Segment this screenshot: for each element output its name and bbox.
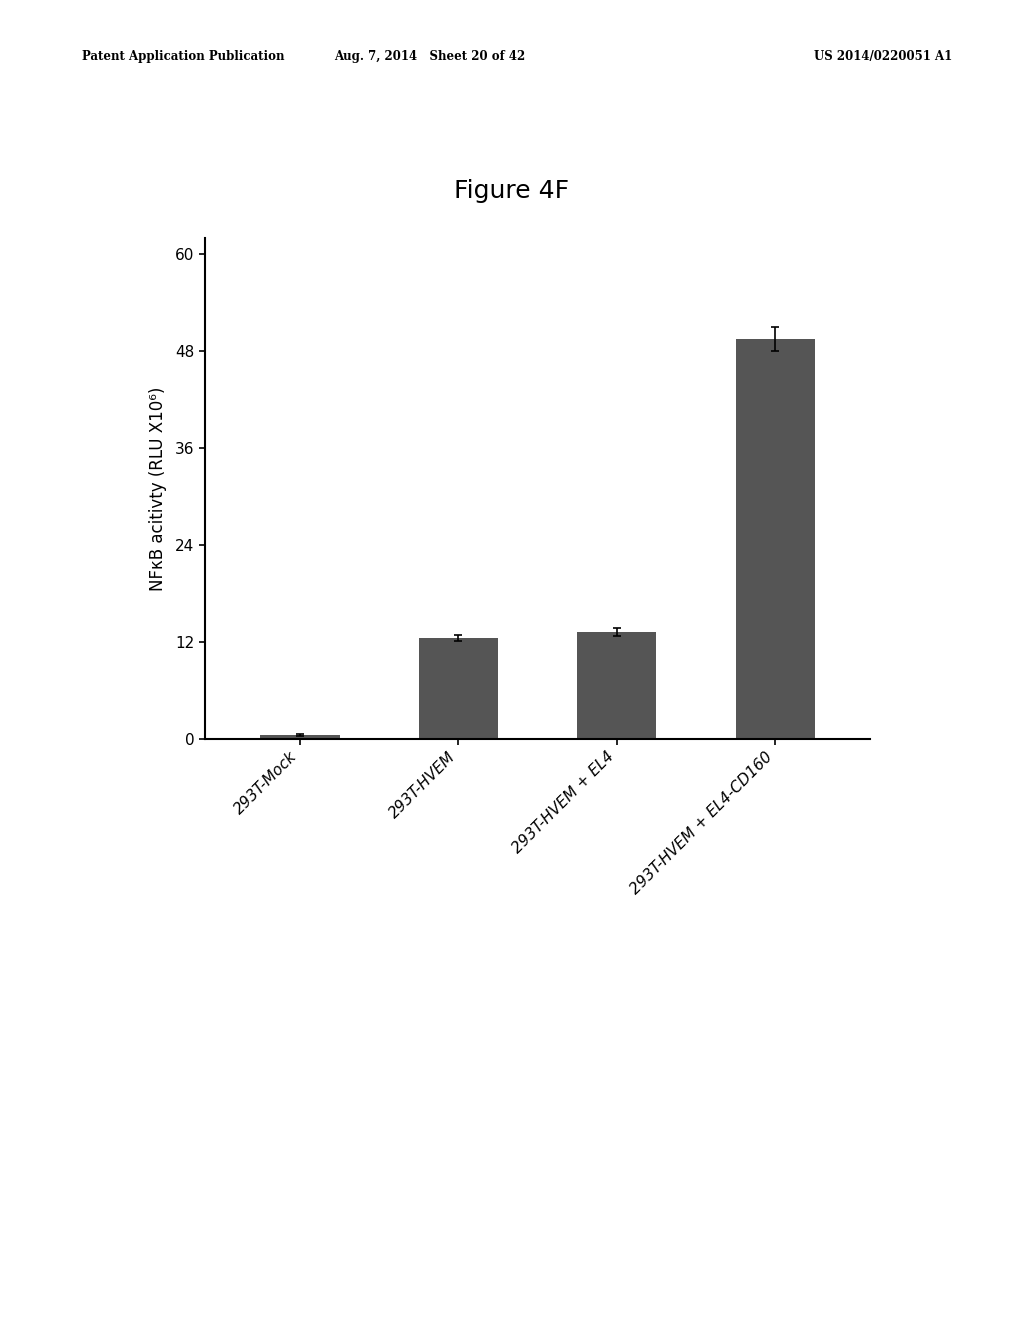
Text: US 2014/0220051 A1: US 2014/0220051 A1 xyxy=(814,50,952,63)
Bar xyxy=(260,735,340,739)
Bar xyxy=(578,632,656,739)
Text: Figure 4F: Figure 4F xyxy=(455,180,569,203)
Text: Aug. 7, 2014   Sheet 20 of 42: Aug. 7, 2014 Sheet 20 of 42 xyxy=(335,50,525,63)
Text: Patent Application Publication: Patent Application Publication xyxy=(82,50,285,63)
Bar xyxy=(735,339,815,739)
Y-axis label: NFκB acitivty (RLU X10⁶): NFκB acitivty (RLU X10⁶) xyxy=(148,387,167,590)
Bar xyxy=(419,638,498,739)
